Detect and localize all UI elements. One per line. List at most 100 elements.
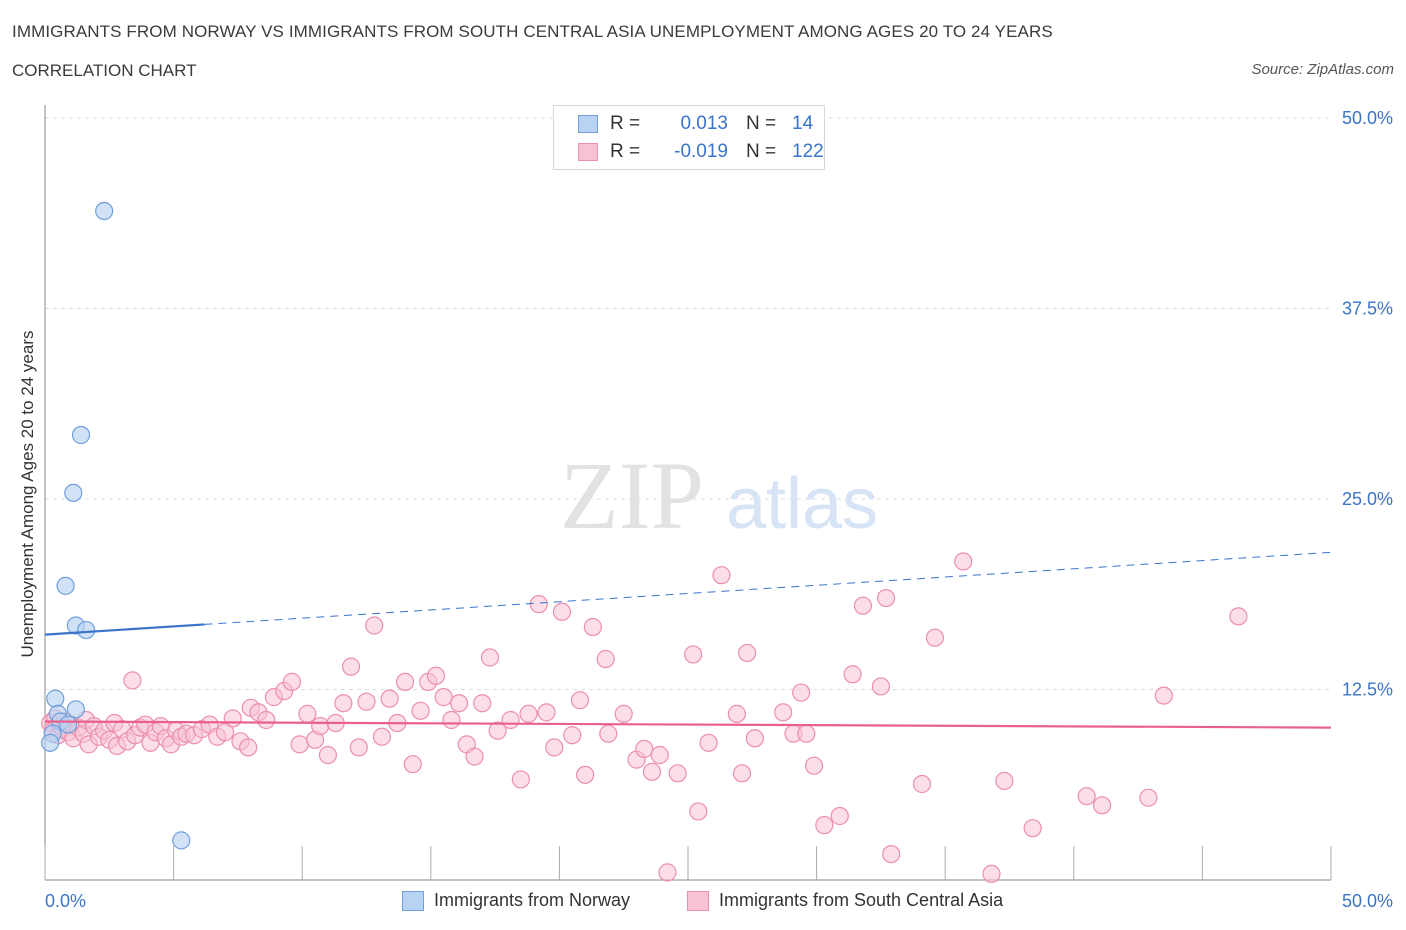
legend-n-label: N = xyxy=(746,113,777,134)
data-point-sca xyxy=(658,863,677,882)
x-tick-label: 50.0% xyxy=(1342,891,1393,911)
data-point-norway xyxy=(41,733,60,752)
data-point-sca xyxy=(563,726,582,745)
data-point-sca xyxy=(635,739,654,759)
data-point-sca xyxy=(871,677,891,696)
data-point-norway xyxy=(77,620,96,640)
data-point-sca xyxy=(876,588,896,608)
bottom-legend-swatch-sca xyxy=(687,890,709,911)
data-point-sca xyxy=(1023,819,1042,838)
data-point-sca xyxy=(732,764,752,783)
data-point-norway xyxy=(95,201,114,221)
bottom-legend-label-norway: Immigrants from Norway xyxy=(434,890,631,910)
data-point-sca xyxy=(552,602,572,621)
data-point-sca xyxy=(257,710,276,730)
data-point-sca xyxy=(804,756,824,775)
axes xyxy=(44,105,1332,881)
data-point-sca xyxy=(774,703,793,722)
data-point-sca xyxy=(1092,796,1112,815)
data-point-sca xyxy=(290,735,309,754)
data-point-sca xyxy=(545,738,564,757)
data-point-sca xyxy=(465,747,484,766)
data-point-sca xyxy=(745,729,764,748)
bottom-legend-swatch-norway xyxy=(402,890,424,911)
watermark-atlas: atlas xyxy=(726,464,878,544)
data-point-sca xyxy=(434,688,453,707)
data-point-sca xyxy=(395,672,415,691)
data-point-sca xyxy=(712,566,731,585)
data-point-sca xyxy=(318,745,338,765)
x-tick-labels: 0.0% 50.0% xyxy=(45,891,1393,911)
legend-n-value-norway: 14 xyxy=(792,113,814,134)
data-point-sca xyxy=(797,724,816,743)
data-point-sca xyxy=(426,666,446,685)
data-point-sca xyxy=(365,616,384,635)
data-point-norway xyxy=(46,689,65,708)
data-point-sca xyxy=(529,595,548,614)
data-point-sca xyxy=(596,649,615,669)
data-point-sca xyxy=(792,683,811,702)
data-point-sca xyxy=(882,844,901,864)
data-point-sca xyxy=(1229,607,1248,626)
bottom-legend-label-sca: Immigrants from South Central Asia xyxy=(719,890,1004,910)
data-point-sca xyxy=(727,704,746,723)
data-point-sca xyxy=(215,723,235,742)
y-tick-labels: 12.5% 25.0% 37.5% 50.0% xyxy=(1342,108,1393,700)
data-point-norway xyxy=(172,831,191,850)
legend-r-value-sca: -0.019 xyxy=(674,141,728,162)
data-point-sca xyxy=(650,745,669,765)
data-point-sca xyxy=(357,692,376,711)
data-point-sca xyxy=(815,816,834,835)
legend-row-norway: R = 0.013 N = 14 xyxy=(578,112,813,136)
data-point-sca xyxy=(830,806,849,826)
grid-lines xyxy=(45,117,1331,690)
data-point-sca xyxy=(738,643,757,663)
data-point-norway xyxy=(64,483,83,503)
data-point-sca xyxy=(995,771,1014,791)
x-tick-label: 0.0% xyxy=(45,891,86,911)
data-point-sca xyxy=(511,770,530,789)
series-south-central-asia-points xyxy=(41,552,1248,884)
data-point-sca xyxy=(223,709,242,728)
data-point-sca xyxy=(925,628,945,647)
y-tick-label: 37.5% xyxy=(1342,299,1393,319)
data-point-sca xyxy=(1077,787,1096,806)
data-point-sca xyxy=(311,716,330,736)
y-tick-label: 12.5% xyxy=(1342,680,1393,700)
data-point-sca xyxy=(442,710,461,730)
data-point-sca xyxy=(537,703,556,722)
legend-swatch-sca xyxy=(578,143,598,161)
trend-line-sca xyxy=(44,720,1332,729)
y-tick-label: 50.0% xyxy=(1342,108,1393,128)
y-tick-label: 25.0% xyxy=(1342,489,1393,509)
data-point-sca xyxy=(668,764,687,783)
data-point-sca xyxy=(411,701,430,720)
data-point-sca xyxy=(689,802,708,821)
data-point-sca xyxy=(473,694,492,713)
data-point-sca xyxy=(488,721,507,740)
data-point-sca xyxy=(1154,686,1173,705)
trend-line-norway-solid xyxy=(44,623,205,636)
data-point-sca xyxy=(239,738,258,757)
legend-n-label: N = xyxy=(746,141,777,162)
watermark-zip: ZIP xyxy=(560,442,704,549)
data-point-norway xyxy=(59,715,78,734)
data-point-sca xyxy=(853,596,872,615)
legend-r-value-norway: 0.013 xyxy=(680,113,728,134)
data-point-sca xyxy=(380,689,399,708)
chart-subtitle: CORRELATION CHART xyxy=(12,61,197,80)
data-point-sca xyxy=(642,762,662,781)
data-point-sca xyxy=(519,704,538,723)
data-point-sca xyxy=(576,765,595,784)
data-point-sca xyxy=(684,645,703,664)
data-point-sca xyxy=(583,617,602,637)
bottom-legend-norway: Immigrants from Norway xyxy=(402,890,630,911)
data-point-norway xyxy=(66,700,85,719)
data-point-sca xyxy=(570,691,590,710)
data-point-sca xyxy=(699,733,718,752)
trend-lines xyxy=(44,551,1332,729)
data-point-sca xyxy=(282,672,302,691)
data-point-sca xyxy=(372,727,392,746)
data-point-sca xyxy=(982,864,1001,884)
